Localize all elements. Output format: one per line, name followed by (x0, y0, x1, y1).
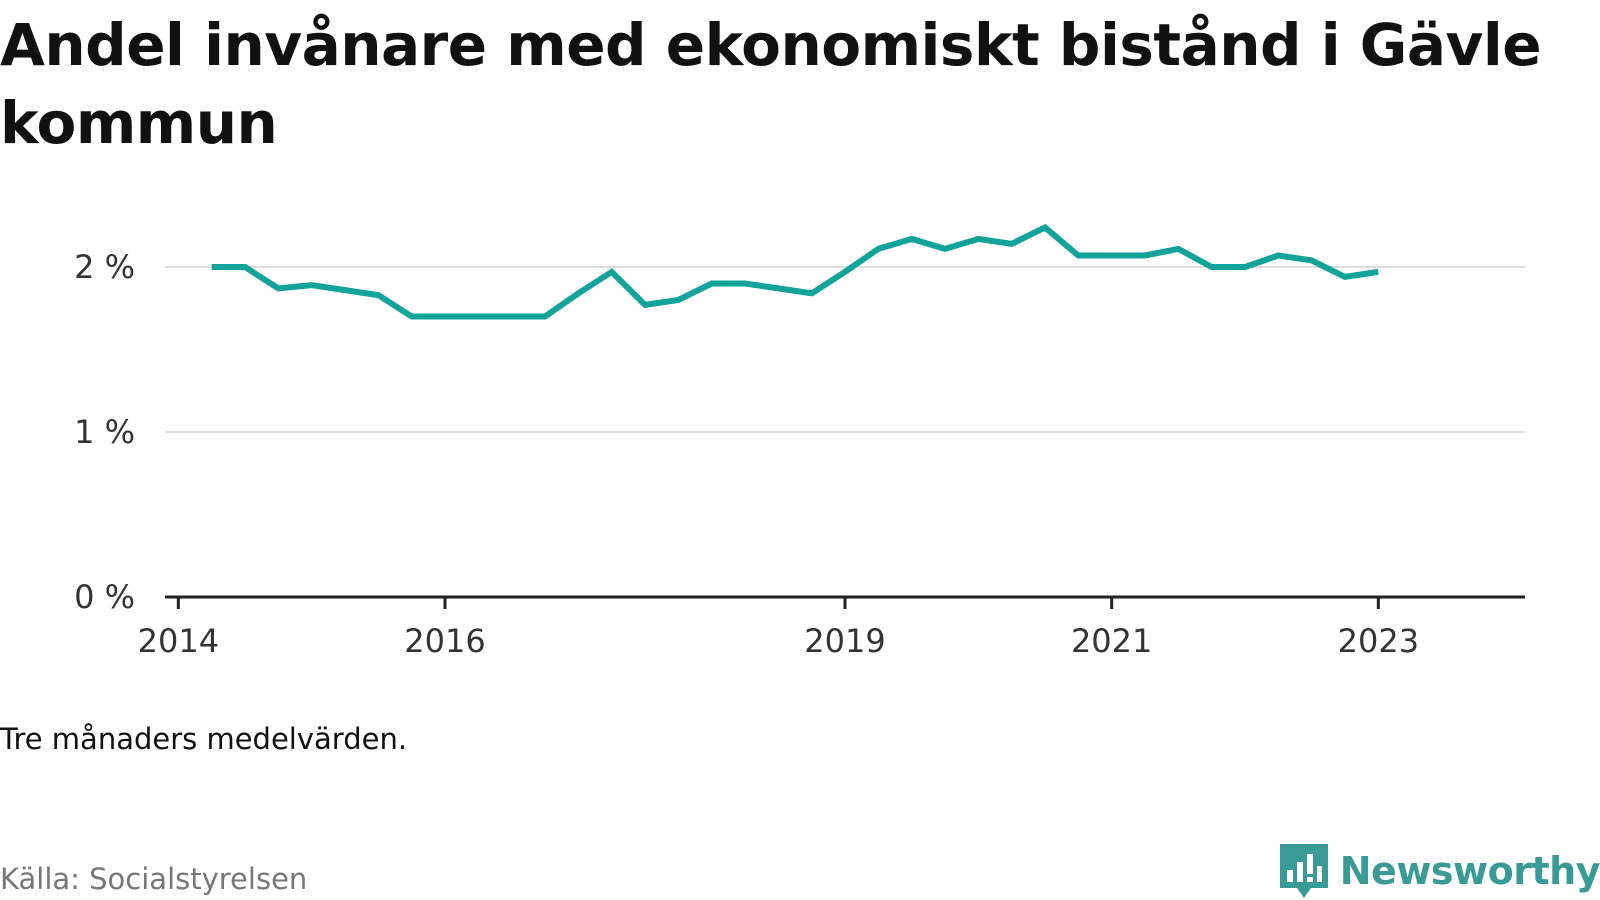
chart-title: Andel invånare med ekonomiskt bistånd i … (0, 11, 1542, 157)
x-tick-label: 2014 (138, 622, 219, 660)
data-point (275, 285, 281, 291)
data-point (209, 264, 215, 270)
data-point (509, 314, 515, 320)
chart-note: Tre månaders medelvärden. (0, 722, 408, 756)
gridlines (165, 266, 1525, 433)
x-tick-label: 2021 (1071, 622, 1152, 660)
data-point (242, 264, 248, 270)
x-tick-label: 2016 (404, 622, 485, 660)
data-point (1275, 253, 1281, 259)
data-point (1109, 253, 1115, 259)
data-point (1042, 224, 1048, 230)
newsworthy-logo-icon (1279, 844, 1328, 898)
data-point (809, 290, 815, 296)
data-point (742, 281, 748, 287)
data-point (1142, 253, 1148, 259)
data-point (842, 269, 848, 275)
data-point (575, 290, 581, 296)
data-point (709, 281, 715, 287)
data-point (875, 246, 881, 252)
series-layer (209, 223, 1381, 320)
x-ticks: 2014 2016 2019 2021 2023 (138, 597, 1419, 660)
data-point (409, 314, 415, 320)
y-tick-label: 0 % (74, 578, 135, 616)
data-point (1075, 253, 1081, 259)
data-point (542, 314, 548, 320)
data-point (1009, 241, 1015, 247)
data-point (942, 246, 948, 252)
data-point (1209, 264, 1215, 270)
data-point (609, 269, 615, 275)
data-point (475, 314, 481, 320)
series-line (211, 223, 1379, 320)
y-tick-labels: 0 % 1 % 2 % (74, 248, 135, 616)
brand-name: Newsworthy (1339, 849, 1600, 893)
data-point (442, 314, 448, 320)
brand-logo[interactable]: Newsworthy (1278, 842, 1600, 900)
x-tick-label: 2019 (804, 622, 885, 660)
data-point (342, 287, 348, 293)
data-point (1342, 274, 1348, 280)
data-point (1375, 269, 1381, 275)
data-point (1175, 246, 1181, 252)
y-tick-label: 1 % (74, 413, 135, 451)
source-text: Källa: Socialstyrelsen (0, 862, 308, 896)
x-tick-label: 2023 (1338, 622, 1419, 660)
data-point (909, 236, 915, 242)
data-point (975, 236, 981, 242)
data-point (775, 285, 781, 291)
data-point (675, 297, 681, 303)
data-point (375, 292, 381, 298)
data-point (642, 302, 648, 308)
data-point (1309, 257, 1315, 263)
y-tick-label: 2 % (74, 248, 135, 286)
data-point (309, 282, 315, 288)
data-point (1242, 264, 1248, 270)
